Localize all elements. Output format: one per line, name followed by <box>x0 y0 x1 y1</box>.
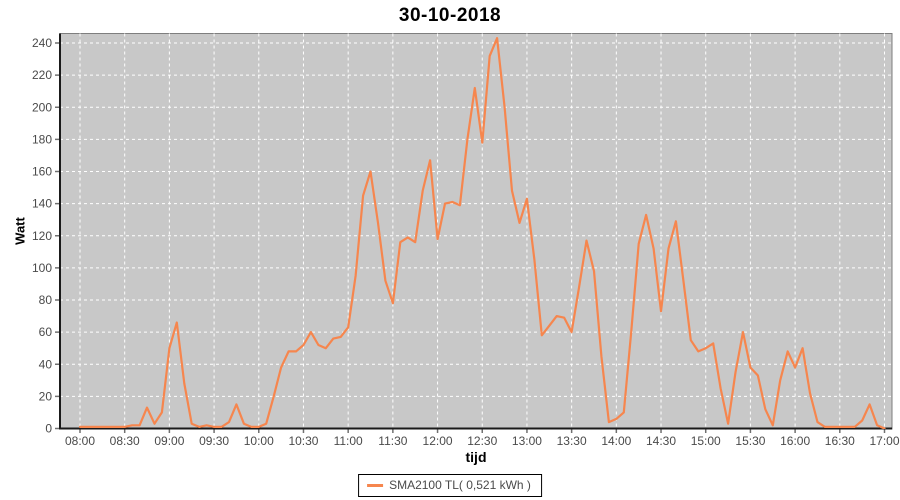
y-tick-label: 40 <box>39 357 53 371</box>
y-tick-label: 240 <box>32 36 52 50</box>
legend: SMA2100 TL( 0,521 kWh ) <box>358 474 542 497</box>
x-tick-label: 10:30 <box>288 434 318 448</box>
y-tick-label: 0 <box>45 422 52 436</box>
x-tick-label: 16:30 <box>825 434 855 448</box>
x-tick-label: 17:00 <box>869 434 899 448</box>
x-tick-label: 14:00 <box>601 434 631 448</box>
x-tick-label: 12:30 <box>467 434 497 448</box>
x-tick-label: 09:30 <box>199 434 229 448</box>
x-tick-label: 13:00 <box>512 434 542 448</box>
legend-line-swatch <box>367 483 384 487</box>
x-tick-label: 15:30 <box>735 434 765 448</box>
chart-title: 30-10-2018 <box>398 5 502 26</box>
x-axis-title: tijd <box>465 449 487 465</box>
x-tick-label: 12:00 <box>423 434 453 448</box>
x-tick-label: 08:00 <box>65 434 95 448</box>
x-tick-label: 09:00 <box>154 434 184 448</box>
y-tick-label: 180 <box>32 132 52 146</box>
x-tick-label: 11:30 <box>378 434 407 448</box>
y-tick-label: 100 <box>32 261 52 275</box>
y-tick-label: 80 <box>39 293 53 307</box>
x-tick-label: 16:00 <box>780 434 810 448</box>
x-tick-label: 13:30 <box>557 434 587 448</box>
plot-background <box>59 33 893 430</box>
x-tick-label: 15:00 <box>691 434 721 448</box>
legend-label: SMA2100 TL( 0,521 kWh ) <box>389 478 531 492</box>
x-tick-label: 08:30 <box>110 434 140 448</box>
x-tick-label: 14:30 <box>646 434 676 448</box>
y-tick-label: 60 <box>39 325 53 339</box>
y-tick-label: 220 <box>32 68 52 82</box>
series-line <box>78 37 886 429</box>
y-tick-label: 160 <box>32 165 52 179</box>
y-axis-title: Watt <box>12 217 28 245</box>
y-tick-label: 120 <box>32 229 52 243</box>
y-tick-label: 140 <box>32 197 52 211</box>
x-tick-label: 11:00 <box>334 434 363 448</box>
x-tick-label: 10:00 <box>244 434 274 448</box>
y-tick-label: 200 <box>32 100 52 114</box>
y-tick-label: 20 <box>39 389 53 403</box>
